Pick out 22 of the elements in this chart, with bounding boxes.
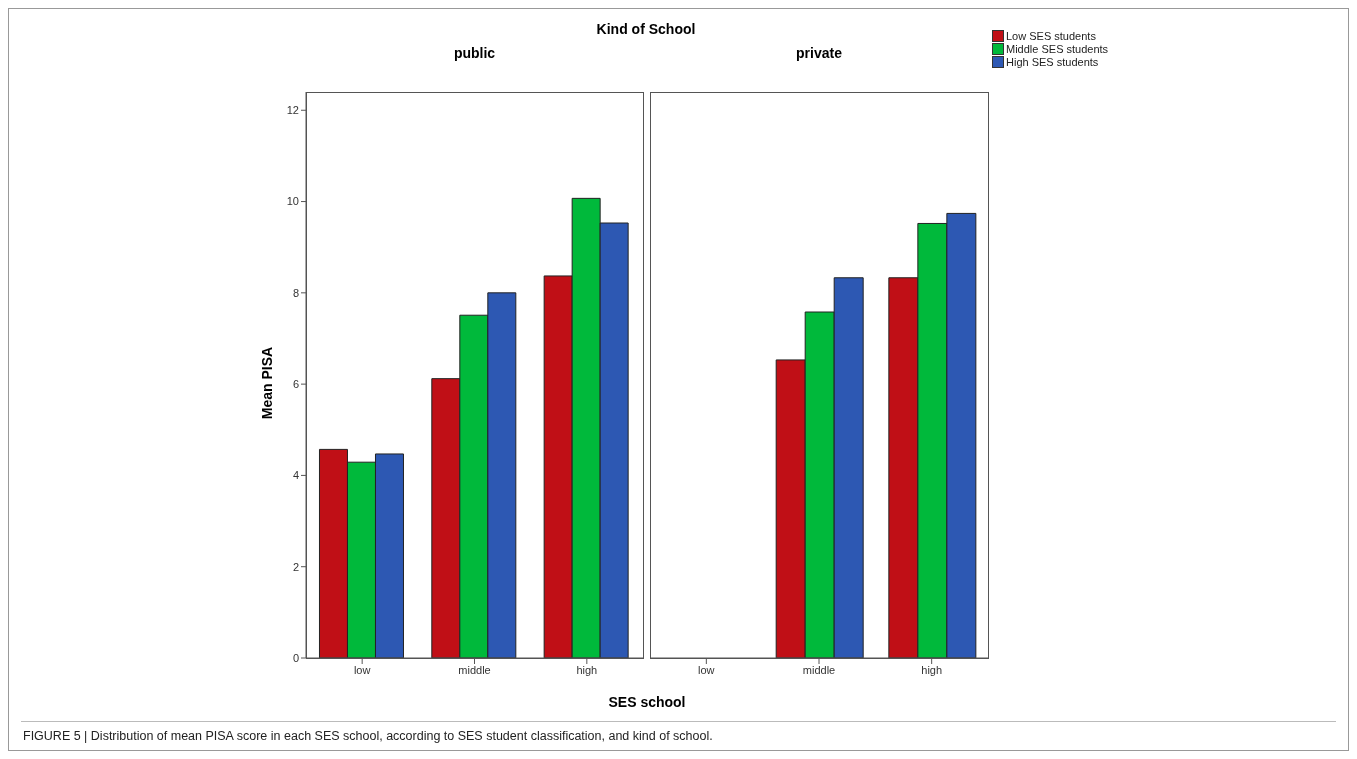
y-tick-label: 8 (292, 286, 299, 299)
y-tick-label: 12 (286, 104, 299, 117)
x-tick-label: low (353, 663, 371, 676)
x-tick-label: middle (802, 663, 836, 676)
x-tick-label: low (698, 663, 715, 676)
legend-label: High SES students (1006, 55, 1099, 68)
y-tick-label: 0 (292, 651, 299, 664)
y-tick-label: 6 (292, 378, 299, 391)
x-tick-label: high (576, 663, 598, 676)
y-tick-label: 4 (292, 469, 299, 482)
chart-title: private (795, 45, 843, 61)
x-tick-label: high (921, 663, 943, 676)
y-tick-label: 10 (286, 195, 299, 208)
legend-label: Middle SES students (1006, 42, 1109, 55)
text: Kind of School (596, 21, 696, 37)
legend-label: Low SES students (1006, 29, 1096, 42)
caption: FIGURE 5 | Distribution of mean PISA score in each SES school, according to SES student classification, and kind of school. (23, 729, 713, 743)
chart-title: public (452, 45, 497, 61)
y-axis-title: Mean PISA (259, 345, 275, 422)
x-axis-title: SES school (607, 694, 687, 710)
x-tick-label: middle (458, 663, 491, 676)
y-tick-label: 2 (292, 560, 299, 573)
